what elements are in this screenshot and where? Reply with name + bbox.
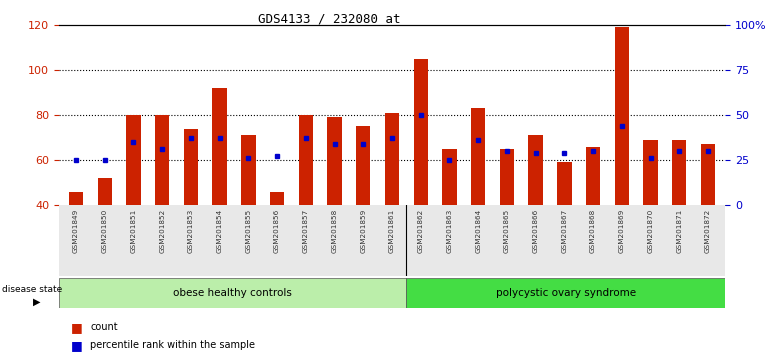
Bar bbox=[356, 126, 371, 205]
Text: GSM201863: GSM201863 bbox=[446, 209, 452, 253]
Text: GSM201867: GSM201867 bbox=[561, 209, 568, 253]
Bar bbox=[586, 147, 601, 205]
Text: GSM201855: GSM201855 bbox=[245, 209, 252, 253]
Text: GSM201857: GSM201857 bbox=[303, 209, 309, 253]
Text: GSM201852: GSM201852 bbox=[159, 209, 165, 253]
Text: GSM201849: GSM201849 bbox=[73, 209, 79, 253]
Text: obese healthy controls: obese healthy controls bbox=[173, 288, 292, 298]
Text: GSM201854: GSM201854 bbox=[216, 209, 223, 253]
Bar bbox=[183, 129, 198, 205]
Bar bbox=[212, 88, 227, 205]
Text: GSM201864: GSM201864 bbox=[475, 209, 481, 253]
Text: GSM201858: GSM201858 bbox=[332, 209, 338, 253]
Bar bbox=[126, 115, 140, 205]
Bar bbox=[644, 140, 658, 205]
Bar bbox=[615, 27, 629, 205]
Text: GSM201869: GSM201869 bbox=[619, 209, 625, 253]
Text: disease state: disease state bbox=[2, 285, 62, 294]
Text: GDS4133 / 232080_at: GDS4133 / 232080_at bbox=[258, 12, 401, 25]
Bar bbox=[413, 59, 428, 205]
Text: GSM201865: GSM201865 bbox=[504, 209, 510, 253]
Text: GSM201859: GSM201859 bbox=[361, 209, 366, 253]
Text: GSM201856: GSM201856 bbox=[274, 209, 280, 253]
Text: GSM201851: GSM201851 bbox=[130, 209, 136, 253]
Text: GSM201866: GSM201866 bbox=[532, 209, 539, 253]
Bar bbox=[701, 144, 715, 205]
Bar bbox=[97, 178, 112, 205]
Bar bbox=[528, 135, 543, 205]
Text: count: count bbox=[90, 322, 118, 332]
Text: GSM201853: GSM201853 bbox=[188, 209, 194, 253]
Bar bbox=[406, 278, 725, 308]
Text: ■: ■ bbox=[71, 339, 82, 352]
Bar bbox=[442, 149, 456, 205]
Bar bbox=[672, 140, 687, 205]
Bar bbox=[69, 192, 83, 205]
Text: GSM201868: GSM201868 bbox=[590, 209, 596, 253]
Text: GSM201861: GSM201861 bbox=[389, 209, 395, 253]
Bar bbox=[471, 108, 485, 205]
Bar bbox=[59, 278, 406, 308]
Text: GSM201870: GSM201870 bbox=[648, 209, 654, 253]
Text: polycystic ovary syndrome: polycystic ovary syndrome bbox=[495, 288, 636, 298]
Bar bbox=[328, 117, 342, 205]
Bar bbox=[385, 113, 399, 205]
Bar bbox=[299, 115, 313, 205]
Bar bbox=[270, 192, 285, 205]
Text: GSM201871: GSM201871 bbox=[677, 209, 682, 253]
Bar bbox=[499, 149, 514, 205]
Text: ■: ■ bbox=[71, 321, 82, 334]
Text: GSM201872: GSM201872 bbox=[705, 209, 711, 253]
Text: ▶: ▶ bbox=[33, 297, 41, 307]
Bar bbox=[155, 115, 169, 205]
Bar bbox=[241, 135, 256, 205]
Bar bbox=[557, 162, 572, 205]
Text: GSM201862: GSM201862 bbox=[418, 209, 423, 253]
Text: GSM201850: GSM201850 bbox=[102, 209, 107, 253]
Text: percentile rank within the sample: percentile rank within the sample bbox=[90, 340, 255, 350]
